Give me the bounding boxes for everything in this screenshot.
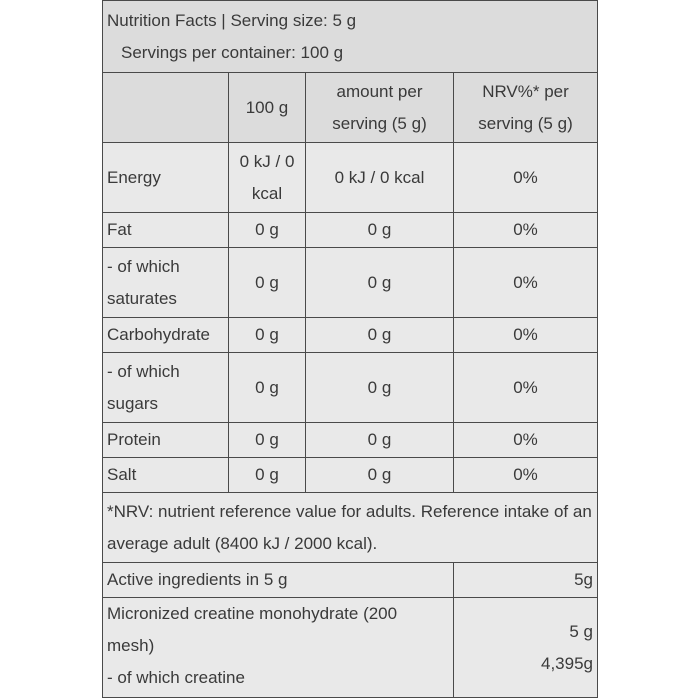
column-header: NRV%* per serving (5 g) [453, 72, 598, 143]
value-text: 0% [513, 430, 538, 449]
column-header: amount per serving (5 g) [305, 72, 454, 143]
ingredient-sub-amount: 4,395g [541, 653, 593, 673]
value-cell: 0 g [305, 422, 454, 458]
value-text: 0 g [255, 272, 279, 292]
value-cell: 0 kJ / 0 kcal [305, 142, 454, 213]
value-cell: 0 g [228, 247, 306, 318]
footnote-text: *NRV: nutrient reference value for adult… [107, 501, 592, 553]
header-title: Nutrition Facts | Serving size: 5 g [107, 10, 357, 30]
ingredient-name: Micronized creatine monohydrate (200 mes… [107, 604, 398, 655]
active-label: Active ingredients in 5 g [107, 570, 288, 589]
nutrient-cell: Energy [102, 142, 229, 213]
value-text: 0 g [367, 430, 392, 449]
ingredient-amount: 5 g [569, 621, 593, 641]
nutrient-cell: Protein [102, 422, 229, 458]
nutrient-name: Salt [107, 465, 137, 484]
ingredient-amount-cell: 5 g 4,395g [453, 597, 598, 698]
value-cell: 0 g [228, 317, 306, 353]
value-text: 0% [513, 220, 538, 239]
active-amount-cell: 5g [453, 562, 598, 598]
value-text: 0 kJ / 0 kcal [334, 167, 425, 187]
nutrient-cell: Carbohydrate [102, 317, 229, 353]
column-header: 100 g [228, 72, 306, 143]
column-header-text: NRV%* per serving (5 g) [478, 81, 573, 133]
value-cell: 0% [453, 457, 598, 493]
value-text: 0% [513, 465, 538, 484]
column-header-text: 100 g [245, 97, 289, 117]
value-cell: 0% [453, 247, 598, 318]
value-text: 0 g [367, 272, 392, 292]
value-cell: 0% [453, 352, 598, 423]
nutrient-name: Fat [107, 220, 132, 239]
footnote-cell: *NRV: nutrient reference value for adult… [102, 492, 598, 563]
value-cell: 0 kJ / 0 kcal [228, 142, 306, 213]
header-servings: Servings per container: 100 g [121, 42, 344, 62]
nutrient-name: Protein [107, 430, 161, 449]
value-text: 0 g [255, 465, 279, 484]
nutrient-name: - of which saturates [107, 256, 180, 308]
header-cell: Nutrition Facts | Serving size: 5 g Servi… [102, 0, 598, 73]
value-text: 0 g [367, 325, 392, 344]
value-text: 0% [513, 325, 538, 344]
value-cell: 0% [453, 422, 598, 458]
value-text: 0 g [255, 430, 279, 449]
active-label-cell: Active ingredients in 5 g [102, 562, 454, 598]
value-cell: 0% [453, 317, 598, 353]
value-text: 0 g [367, 220, 392, 239]
nutrient-name: Energy [107, 167, 161, 187]
ingredient-cell: Micronized creatine monohydrate (200 mes… [102, 597, 454, 698]
value-cell: 0 g [305, 317, 454, 353]
value-cell: 0 g [305, 457, 454, 493]
value-cell: 0 g [305, 247, 454, 318]
column-header-text: amount per serving (5 g) [332, 81, 427, 133]
value-cell: 0 g [305, 212, 454, 248]
value-text: 0 kJ / 0 kcal [239, 151, 295, 203]
nutrient-cell: Salt [102, 457, 229, 493]
nutrient-cell: - of which saturates [102, 247, 229, 318]
value-cell: 0 g [228, 457, 306, 493]
value-text: 0% [513, 377, 538, 397]
value-text: 0 g [367, 465, 392, 484]
value-cell: 0 g [228, 352, 306, 423]
nutrient-name: - of which sugars [107, 361, 180, 413]
value-text: 0% [513, 167, 538, 187]
value-text: 0 g [367, 377, 392, 397]
value-text: 0% [513, 272, 538, 292]
ingredient-sub-name: - of which creatine [107, 668, 245, 687]
nutrient-name: Carbohydrate [107, 325, 211, 344]
value-cell: 0% [453, 142, 598, 213]
value-cell: 0 g [305, 352, 454, 423]
value-text: 0 g [255, 325, 279, 344]
value-cell: 0 g [228, 422, 306, 458]
value-cell: 0% [453, 212, 598, 248]
value-text: 0 g [255, 377, 279, 397]
value-cell: 0 g [228, 212, 306, 248]
nutrient-cell: Fat [102, 212, 229, 248]
value-text: 0 g [255, 220, 279, 239]
nutrient-cell: - of which sugars [102, 352, 229, 423]
active-amount: 5g [574, 570, 593, 589]
blank-header [102, 72, 229, 143]
